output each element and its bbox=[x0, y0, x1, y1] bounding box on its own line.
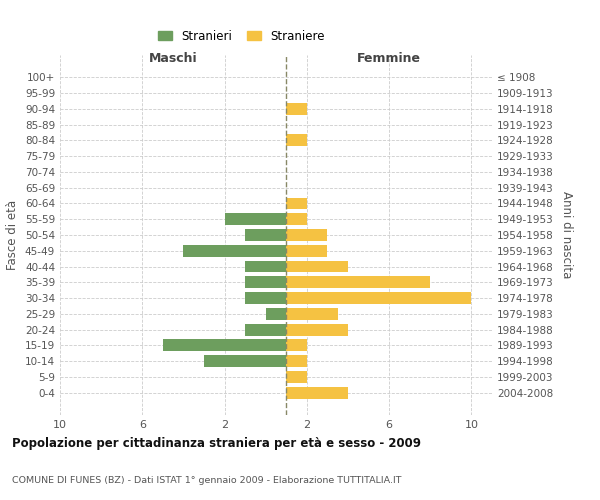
Bar bbox=[245, 229, 286, 241]
Bar bbox=[286, 292, 472, 304]
Text: Maschi: Maschi bbox=[149, 52, 197, 64]
Bar bbox=[286, 371, 307, 383]
Bar bbox=[286, 134, 307, 146]
Bar bbox=[163, 340, 286, 351]
Bar bbox=[245, 292, 286, 304]
Bar bbox=[286, 245, 328, 256]
Text: COMUNE DI FUNES (BZ) - Dati ISTAT 1° gennaio 2009 - Elaborazione TUTTITALIA.IT: COMUNE DI FUNES (BZ) - Dati ISTAT 1° gen… bbox=[12, 476, 401, 485]
Bar bbox=[286, 260, 348, 272]
Bar bbox=[286, 276, 430, 288]
Y-axis label: Fasce di età: Fasce di età bbox=[7, 200, 19, 270]
Y-axis label: Anni di nascita: Anni di nascita bbox=[560, 192, 573, 278]
Bar bbox=[184, 245, 286, 256]
Bar bbox=[286, 214, 307, 225]
Text: Popolazione per cittadinanza straniera per età e sesso - 2009: Popolazione per cittadinanza straniera p… bbox=[12, 437, 421, 450]
Bar bbox=[286, 387, 348, 398]
Legend: Stranieri, Straniere: Stranieri, Straniere bbox=[154, 25, 329, 48]
Bar bbox=[286, 340, 307, 351]
Bar bbox=[286, 229, 328, 241]
Bar bbox=[245, 260, 286, 272]
Bar bbox=[286, 356, 307, 367]
Bar bbox=[204, 356, 286, 367]
Bar bbox=[266, 308, 286, 320]
Bar bbox=[245, 276, 286, 288]
Bar bbox=[286, 324, 348, 336]
Text: Femmine: Femmine bbox=[357, 52, 421, 64]
Bar bbox=[245, 324, 286, 336]
Bar bbox=[286, 103, 307, 115]
Bar bbox=[286, 198, 307, 209]
Bar bbox=[224, 214, 286, 225]
Bar bbox=[286, 308, 338, 320]
